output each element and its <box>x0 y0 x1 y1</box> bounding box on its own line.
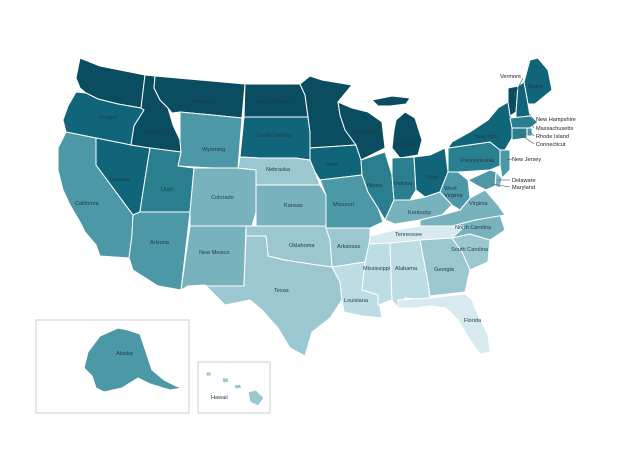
hawaii-inset-frame <box>197 361 271 414</box>
label-alaska: Alaska <box>116 351 134 357</box>
label-massachusetts: Massachusetts <box>536 126 574 132</box>
leader-new-hampshire <box>525 109 535 121</box>
label-vermont: Vermont <box>500 74 521 80</box>
state-michigan[interactable] <box>371 95 423 159</box>
label-missouri: Missouri <box>333 202 354 208</box>
label-connecticut: Connecticut <box>536 142 566 148</box>
state-nebraska[interactable] <box>237 156 321 186</box>
state-wyoming[interactable] <box>177 111 243 169</box>
state-new-york[interactable] <box>447 101 513 151</box>
label-florida: Florida <box>464 318 482 324</box>
label-michigan: Michigan <box>396 142 418 148</box>
label-wisconsin: Wisconsin <box>352 130 378 136</box>
label-north-dakota: North Dakota <box>257 99 291 105</box>
leader-new-jersey <box>505 158 513 161</box>
state-connecticut[interactable] <box>511 127 528 141</box>
state-florida[interactable] <box>397 293 491 355</box>
label-georgia: Georgia <box>434 267 455 273</box>
label-west-virginia-line1: West <box>444 186 457 192</box>
label-nebraska: Nebraska <box>266 167 291 173</box>
label-utah: Utah <box>161 187 173 193</box>
alaska-inset-frame <box>35 319 190 414</box>
state-arizona[interactable] <box>128 211 191 291</box>
label-south-carolina: South Carolina <box>451 247 489 253</box>
label-idaho: Idaho <box>147 130 161 136</box>
label-texas: Texas <box>274 288 289 294</box>
label-new-mexico: New Mexico <box>199 250 229 256</box>
label-new-jersey: New Jersey <box>512 157 541 163</box>
label-iowa: Iowa <box>326 162 339 168</box>
label-pennsylvania: Pennsylvania <box>461 158 495 164</box>
leader-maryland <box>491 183 511 188</box>
state-new-jersey[interactable] <box>499 149 511 179</box>
label-montana: Montana <box>192 99 215 105</box>
label-virginia: Virginia <box>469 201 488 207</box>
leader-rhode-island <box>529 131 535 137</box>
label-kansas: Kansas <box>284 203 303 209</box>
label-nevada: Nevada <box>110 177 130 183</box>
label-hawaii: Hawaii <box>211 395 228 401</box>
label-north-carolina: North Carolina <box>455 225 492 231</box>
label-kentucky: Kentucky <box>408 210 431 216</box>
label-alabama: Alabama <box>395 266 418 272</box>
label-mississippi: Mississippi <box>363 266 390 272</box>
leader-vermont <box>513 77 524 97</box>
label-colorado: Colorado <box>211 195 234 201</box>
state-rhode-island[interactable] <box>526 127 533 137</box>
label-arkansas: Arkansas <box>337 244 361 250</box>
label-arizona: Arizona <box>150 240 170 246</box>
state-labels: Oregon California Nevada Idaho Montana W… <box>75 74 576 401</box>
state-indiana[interactable] <box>391 156 417 201</box>
label-rhode-island: Rhode Island <box>536 134 569 140</box>
state-texas[interactable] <box>187 235 343 357</box>
state-alaska[interactable] <box>83 327 183 393</box>
label-oregon: Oregon <box>99 115 118 121</box>
label-delaware: Delaware <box>512 178 536 184</box>
label-ohio: Ohio <box>426 175 438 181</box>
label-tennessee: Tennessee <box>395 232 422 238</box>
label-maine: Maine <box>528 84 543 90</box>
state-massachusetts[interactable] <box>509 115 539 129</box>
label-louisiana: Louisiana <box>344 298 369 304</box>
label-oklahoma: Oklahoma <box>289 243 315 249</box>
label-south-dakota: South Dakota <box>257 133 292 139</box>
label-maryland: Maryland <box>512 185 535 191</box>
label-new-york: New York <box>474 134 498 140</box>
state-wisconsin[interactable] <box>337 101 386 161</box>
label-wyoming: Wyoming <box>202 147 225 153</box>
state-maryland[interactable] <box>467 169 497 191</box>
label-california: California <box>75 201 100 207</box>
state-new-mexico[interactable] <box>180 225 247 291</box>
label-west-virginia-line2: Virginia <box>444 193 463 199</box>
label-new-hampshire: New Hampshire <box>536 117 576 123</box>
label-illinois: Illinois <box>367 183 383 189</box>
leader-lines <box>491 77 535 188</box>
state-shapes <box>57 57 553 407</box>
label-indiana: Indiana <box>394 181 413 187</box>
state-hawaii[interactable] <box>205 371 265 407</box>
state-maine[interactable] <box>523 57 553 105</box>
leader-massachusetts <box>529 121 535 129</box>
leader-connecticut <box>519 133 535 145</box>
